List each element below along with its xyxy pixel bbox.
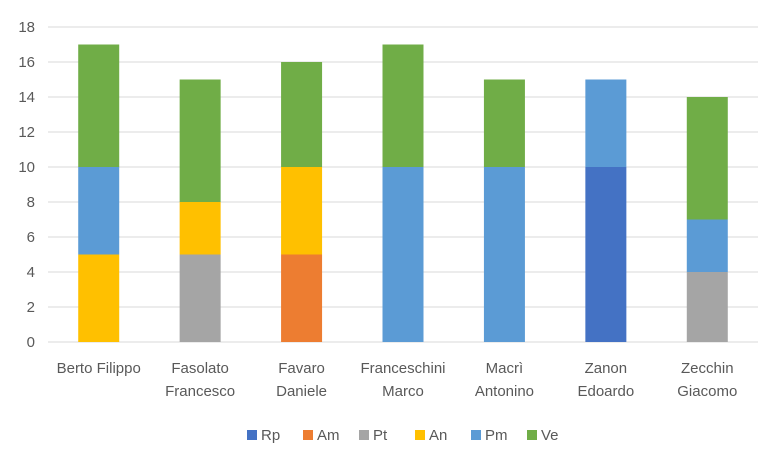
x-category-label: Edoardo [577,383,634,400]
y-tick-label: 18 [18,19,35,36]
bar-segment-pm [686,219,728,272]
bar-segment-pm [483,167,525,342]
legend-label: Pt [373,427,388,444]
x-category-label: Daniele [276,383,327,400]
bar-segment-an [78,254,120,342]
bar-segment-pt [179,254,221,342]
bar-segment-pm [585,79,627,167]
y-tick-label: 0 [27,334,35,351]
legend-swatch-pt [359,430,369,440]
x-axis-labels: Berto Filippo Fasolato Francesco Favaro Dani… [57,360,738,400]
x-category-label: Franceschini [360,360,445,377]
x-category-label: Fasolato [171,360,229,377]
bar-segment-ve [483,79,525,167]
legend-swatch-rp [247,430,257,440]
legend-swatch-ve [527,430,537,440]
bar-segment-am [281,254,323,342]
legend-label: An [429,427,447,444]
y-tick-label: 6 [27,229,35,246]
y-tick-label: 14 [18,89,35,106]
x-category-label: Macrì [486,360,524,377]
bar-segment-an [179,202,221,255]
y-tick-label: 2 [27,299,35,316]
legend: Rp Am Pt An Pm Ve [247,427,559,444]
y-tick-label: 10 [18,159,35,176]
bar-segment-ve [686,97,728,220]
legend-swatch-am [303,430,313,440]
legend-swatch-pm [471,430,481,440]
bar-segment-pt [686,272,728,342]
y-tick-label: 12 [18,124,35,141]
bar-segment-pm [78,167,120,255]
bar-segment-ve [179,79,221,202]
legend-label: Ve [541,427,559,444]
y-tick-label: 8 [27,194,35,211]
x-category-label: Berto Filippo [57,360,141,377]
x-category-label: Favaro [278,360,325,377]
x-category-label: Zecchin [681,360,734,377]
y-tick-label: 16 [18,54,35,71]
bar-segment-pm [382,167,424,342]
legend-label: Am [317,427,340,444]
y-tick-label: 4 [27,264,35,281]
legend-swatch-an [415,430,425,440]
legend-label: Pm [485,427,508,444]
bar-segment-an [281,167,323,255]
bar-segment-ve [382,44,424,167]
legend-label: Rp [261,427,280,444]
bars-layer [78,44,728,342]
x-category-label: Giacomo [677,383,737,400]
bar-segment-ve [78,44,120,167]
x-category-label: Antonino [475,383,534,400]
x-category-label: Francesco [165,383,235,400]
bar-segment-ve [281,62,323,167]
x-category-label: Zanon [585,360,628,377]
y-axis-ticks: 0 2 4 6 8 10 12 14 16 18 [18,19,35,351]
bar-segment-rp [585,167,627,342]
x-category-label: Marco [382,383,424,400]
